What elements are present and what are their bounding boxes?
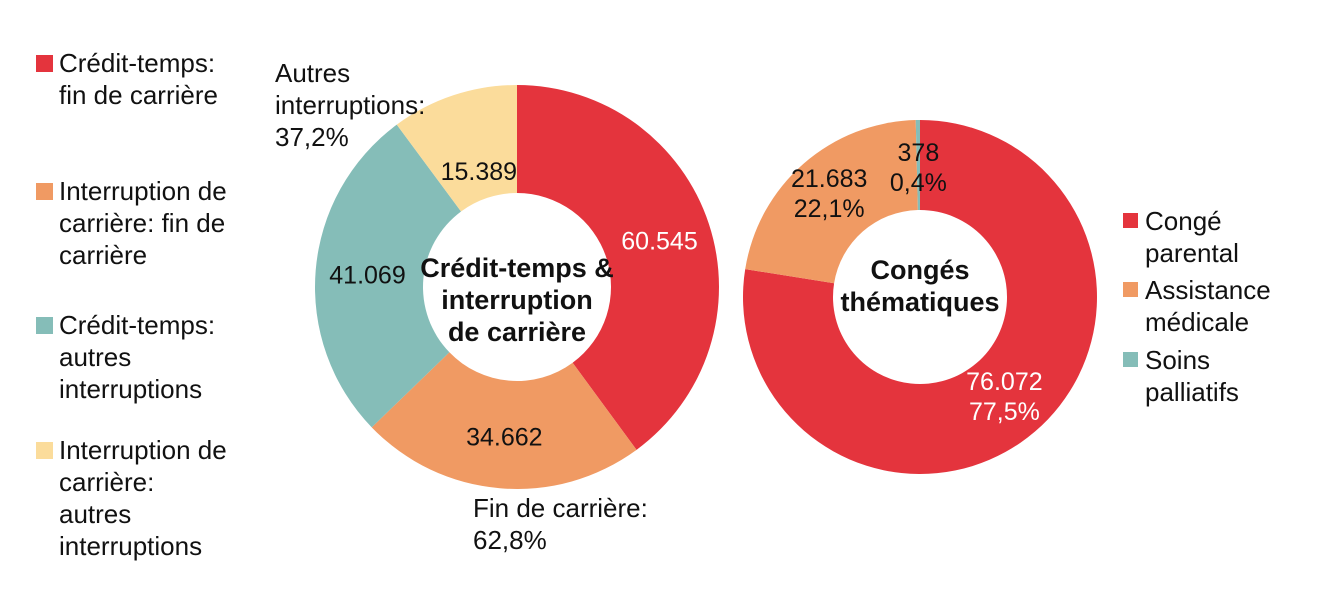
legend-item-interruption-autres: Interruption de carrière: autres interru… bbox=[36, 434, 227, 562]
legend-item-credit-temps-autres: Crédit-temps: autres interruptions bbox=[36, 309, 215, 405]
legend-label-line: autres bbox=[59, 499, 132, 529]
donut-title-line: Crédit-temps & bbox=[420, 253, 614, 283]
donut-segment bbox=[371, 352, 637, 489]
legend-swatch-cream bbox=[36, 442, 53, 459]
donut-center-title-right: Congés thématiques bbox=[790, 254, 1050, 318]
legend-label-line: interruptions bbox=[59, 374, 203, 404]
legend-item-interruption-fin: Interruption de carrière: fin de carrièr… bbox=[36, 175, 227, 271]
legend-label-line: Crédit-temps: bbox=[59, 48, 216, 78]
annotation-autres-interruptions: Autres interruptions: 37,2% bbox=[275, 57, 425, 153]
legend-label-line: carrière: fin de bbox=[59, 208, 226, 238]
segment-value-label: 21.683 22,1% bbox=[791, 165, 867, 223]
segment-value-label: 41.069 bbox=[329, 262, 405, 290]
donut-title-line: interruption bbox=[441, 285, 593, 315]
legend-item-assistance-medicale: Assistance médicale bbox=[1123, 274, 1271, 338]
legend-swatch-red bbox=[1123, 213, 1138, 228]
annotation-fin-de-carriere: Fin de carrière: 62,8% bbox=[473, 492, 648, 556]
legend-label-line: Assistance bbox=[1145, 275, 1271, 305]
donut-title-line: Congés bbox=[870, 255, 970, 285]
legend-label-line: palliatifs bbox=[1145, 377, 1239, 407]
legend-item-soins-palliatifs: Soins palliatifs bbox=[1123, 344, 1239, 408]
legend-swatch-teal bbox=[36, 317, 53, 334]
donut-title-line: thématiques bbox=[840, 287, 1000, 317]
legend-swatch-orange bbox=[36, 183, 53, 200]
donut-segment bbox=[517, 85, 719, 450]
legend-label-line: parental bbox=[1145, 238, 1239, 268]
legend-label-line: Interruption de bbox=[59, 176, 227, 206]
donut-segment bbox=[396, 85, 517, 212]
segment-value-label: 34.662 bbox=[466, 424, 542, 452]
donut-segment bbox=[742, 120, 1097, 474]
legend-label-line: Soins bbox=[1145, 345, 1211, 375]
segment-value-label: 60.545 bbox=[621, 227, 697, 255]
legend-label-line: interruptions bbox=[59, 531, 203, 561]
legend-item-conge-parental: Congé parental bbox=[1123, 205, 1239, 269]
donut-title-line: de carrière bbox=[447, 317, 587, 347]
legend-label-line: autres bbox=[59, 342, 132, 372]
donut-segment bbox=[315, 124, 462, 428]
segment-value-label: 15.389 bbox=[441, 158, 517, 186]
legend-swatch-red bbox=[36, 55, 53, 72]
annotation-line: Fin de carrière: bbox=[473, 493, 648, 523]
legend-swatch-teal bbox=[1123, 352, 1138, 367]
donut-segment bbox=[915, 119, 920, 211]
annotation-line: interruptions: bbox=[275, 90, 426, 120]
segment-value-label: 76.072 77,5% bbox=[966, 368, 1042, 426]
legend-label-line: Congé bbox=[1145, 206, 1222, 236]
legend-label-line: carrière bbox=[59, 240, 148, 270]
donut-segment bbox=[745, 120, 918, 284]
legend-swatch-orange bbox=[1123, 282, 1138, 297]
annotation-line: 62,8% bbox=[473, 525, 547, 555]
donut-chart-conges-thematiques: 76.072 77,5% 21.683 22,1% 378 0,4% bbox=[742, 119, 1097, 474]
legend-label-line: Interruption de bbox=[59, 435, 227, 465]
donut-center-title-left: Crédit-temps & interruption de carrière bbox=[392, 252, 642, 348]
annotation-line: Autres bbox=[275, 58, 351, 88]
segment-value-label: 378 0,4% bbox=[890, 139, 947, 197]
legend-label-line: fin de carrière bbox=[59, 80, 218, 110]
donut-chart-credit-temps-interruption: 60.545 34.662 41.069 15.389 bbox=[315, 85, 719, 489]
legend-label-line: carrière: bbox=[59, 467, 155, 497]
legend-label-line: Crédit-temps: bbox=[59, 310, 216, 340]
legend-label-line: médicale bbox=[1145, 307, 1250, 337]
legend-item-credit-temps-fin: Crédit-temps: fin de carrière bbox=[36, 47, 218, 111]
annotation-line: 37,2% bbox=[275, 122, 349, 152]
